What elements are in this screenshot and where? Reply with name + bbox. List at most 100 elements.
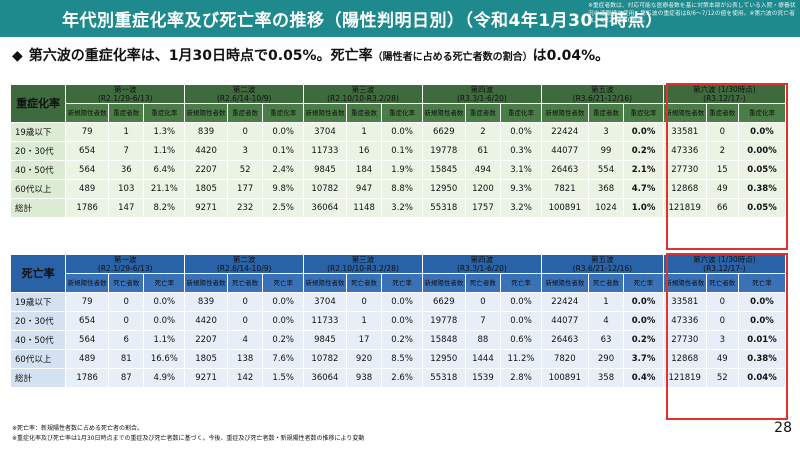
severe-subheader: 新規陽性者数 [185, 104, 227, 122]
table-cell: 4 [227, 331, 263, 349]
death-wave-header-2: 第二波 (R2.6/14-10/9) [185, 255, 304, 273]
death-subheader: 死亡率 [501, 274, 541, 292]
wave-name: 第三波 [351, 255, 375, 264]
table-cell: 11733 [304, 142, 346, 160]
wave-period: (R2.10/10-R3.2/28) [327, 264, 399, 273]
table-cell: 47336 [663, 312, 706, 330]
headline-main: 第六波の重症化率は、1月30日時点で0.05%。死亡率 [28, 48, 373, 64]
table-cell: 564 [66, 161, 109, 179]
table-cell: 7.6% [263, 350, 304, 368]
death-subheader: 死亡者数 [346, 274, 382, 292]
table-cell: 0.1% [382, 142, 422, 160]
table-cell: 22424 [541, 293, 588, 311]
diamond-bullet-icon: ◆ [12, 48, 23, 64]
table-cell: 44077 [541, 312, 588, 330]
table-cell: 16.6% [144, 350, 185, 368]
table-cell: 368 [588, 180, 624, 198]
severe-rate-table: 重症化率 第一波 (R2.1/29-6/13) 第二波 (R2.6/14-10/9) 第… [10, 84, 786, 218]
table-cell: 1805 [185, 180, 227, 198]
table-cell: 33581 [663, 123, 706, 141]
wave-name: 第五波 [591, 85, 614, 94]
title-bar: 年代別重症化率及び死亡率の推移（陽性判明日別）（令和4年1月30日時点） ※重症… [0, 0, 800, 37]
table-cell: 26463 [541, 331, 588, 349]
table-cell: 0.0% [624, 312, 663, 330]
table-cell: 0.0% [382, 293, 422, 311]
death-wave-header-4: 第四波 (R3.3/1-6/20) [422, 255, 541, 273]
table-cell: 554 [588, 161, 624, 179]
table-cell: 0.0% [738, 312, 785, 330]
table-cell: 19778 [422, 312, 465, 330]
table-cell: 2207 [185, 161, 227, 179]
page-title: 年代別重症化率及び死亡率の推移（陽性判明日別）（令和4年1月30日時点） [62, 11, 663, 31]
severe-subheader: 重症者数 [346, 104, 382, 122]
subheader-row: 新規陽性者数 重症者数 重症化率 新規陽性者数 重症者数 重症化率 新規陽性者数 重症者数 重症… [11, 104, 785, 122]
table-cell: 6 [109, 331, 144, 349]
table-cell: 7820 [541, 350, 588, 368]
table-cell: 0.1% [263, 142, 304, 160]
table-cell: 0.0% [263, 312, 304, 330]
table-cell: 1 [346, 123, 382, 141]
table-cell: 1 [588, 293, 624, 311]
wave-name: 第二波 [232, 85, 256, 94]
table-cell: 3.2% [501, 199, 541, 217]
table-cell: 0 [109, 312, 144, 330]
table-row: 総計 1786 147 8.2% 9271 232 2.5% 36064 1148 3.2% 553… [11, 199, 785, 217]
table-cell: 87 [109, 369, 144, 387]
wave-name: 第五波 [591, 255, 614, 264]
table-cell: 3 [706, 331, 738, 349]
table-cell: 1148 [346, 199, 382, 217]
table-cell: 49 [706, 180, 738, 198]
severe-subheader: 新規陽性者数 [422, 104, 465, 122]
table-cell: 0.2% [624, 142, 663, 160]
table-cell: 0.0% [144, 312, 185, 330]
table-cell: 2.4% [263, 161, 304, 179]
table-cell: 358 [588, 369, 624, 387]
table-cell: 3704 [304, 293, 346, 311]
table-cell: 3704 [304, 123, 346, 141]
table-cell: 0 [227, 123, 263, 141]
table-cell: 9.3% [501, 180, 541, 198]
table-cell: 7 [109, 142, 144, 160]
table-cell: 1200 [465, 180, 501, 198]
table-cell: 1757 [465, 199, 501, 217]
row-label: 40・50代 [11, 331, 66, 349]
table-cell: 121819 [663, 369, 706, 387]
table-cell: 0.0% [263, 293, 304, 311]
wave-period: (R2.10/10-R3.2/28) [327, 94, 399, 103]
wave-period: (R2.6/14-10/9) [216, 264, 272, 273]
row-label: 60代以上 [11, 350, 66, 368]
table-cell: 10782 [304, 180, 346, 198]
wave-period: (R2.6/14-10/9) [216, 94, 272, 103]
table-cell: 232 [227, 199, 263, 217]
table-cell: 52 [706, 369, 738, 387]
table-cell: 3.7% [624, 350, 663, 368]
table-row: 19歳以下 79 0 0.0% 839 0 0.0% 3704 0 0.0% 6629 0 0.0% 22… [11, 293, 785, 311]
table-cell: 66 [706, 199, 738, 217]
table-cell: 22424 [541, 123, 588, 141]
table-cell: 0.0% [144, 293, 185, 311]
wave-period: (R3.3/1-6/20) [456, 94, 507, 103]
death-subheader: 新規陽性者数 [422, 274, 465, 292]
severe-corner-label: 重症化率 [11, 85, 66, 122]
table-row: 20・30代 654 7 1.1% 4420 3 0.1% 11733 16 0.1% 19778 6… [11, 142, 785, 160]
row-label: 40・50代 [11, 161, 66, 179]
table-row: 40・50代 564 36 6.4% 2207 52 2.4% 9845 184 1.9% 1584… [11, 161, 785, 179]
table-cell: 47336 [663, 142, 706, 160]
table-cell: 49 [706, 350, 738, 368]
table-cell: 4420 [185, 312, 227, 330]
table-cell: 1.9% [382, 161, 422, 179]
death-subheader: 新規陽性者数 [541, 274, 588, 292]
table-cell: 1 [346, 312, 382, 330]
wave-name: 第六波 (1/30時点) [693, 85, 756, 94]
table-cell: 0.6% [501, 331, 541, 349]
table-cell: 7 [465, 312, 501, 330]
wave-period: (R3.12/17-) [703, 264, 746, 273]
severe-wave-header-3: 第三波 (R2.10/10-R3.2/28) [304, 85, 422, 103]
row-label: 総計 [11, 369, 66, 387]
table-cell: 3.2% [382, 199, 422, 217]
wave-name: 第四波 [470, 85, 494, 94]
headline-paren: （陽性者に占める死亡者数の割合） [372, 52, 533, 63]
severe-wave-header-5: 第五波 (R3.6/21-12/16) [541, 85, 663, 103]
death-subheader: 死亡率 [263, 274, 304, 292]
death-subheader: 新規陽性者数 [66, 274, 109, 292]
